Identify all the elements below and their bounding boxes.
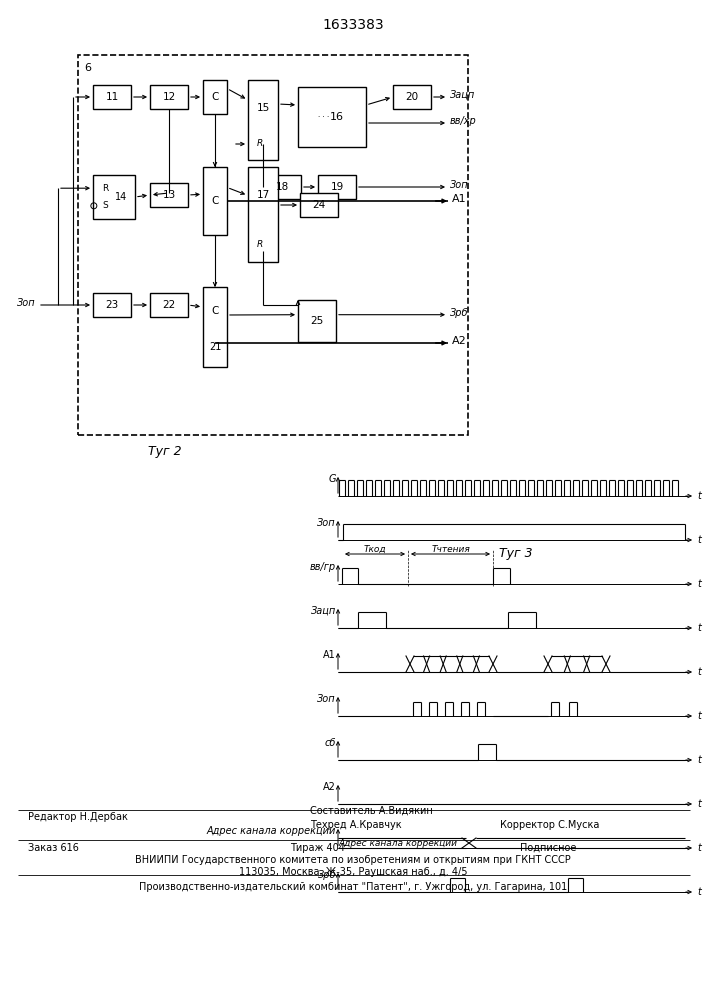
Text: C: C bbox=[211, 306, 218, 316]
Text: R: R bbox=[103, 184, 109, 193]
Text: Адрес канала коррекции: Адрес канала коррекции bbox=[206, 826, 336, 836]
Bar bbox=[203, 167, 227, 235]
Text: Зоп: Зоп bbox=[317, 518, 336, 528]
Text: C: C bbox=[211, 196, 218, 206]
Text: t: t bbox=[697, 623, 701, 633]
Text: А1: А1 bbox=[323, 650, 336, 660]
Text: Техред А.Кравчук: Техред А.Кравчук bbox=[310, 820, 402, 830]
Bar bbox=[203, 80, 227, 114]
Text: ВНИИПИ Государственного комитета по изобретениям и открытиям при ГКНТ СССР: ВНИИПИ Государственного комитета по изоб… bbox=[135, 855, 571, 865]
Bar bbox=[300, 193, 338, 217]
Text: Зоп: Зоп bbox=[18, 298, 36, 308]
Bar bbox=[318, 175, 356, 199]
Text: Адрес канала коррекции: Адрес канала коррекции bbox=[339, 838, 457, 848]
Text: 16: 16 bbox=[330, 112, 344, 122]
Text: t: t bbox=[697, 711, 701, 721]
Text: 13: 13 bbox=[163, 190, 175, 200]
Text: t: t bbox=[697, 579, 701, 589]
Bar bbox=[298, 300, 336, 342]
Text: 21: 21 bbox=[209, 342, 221, 352]
Text: Τуг 3: Τуг 3 bbox=[499, 548, 533, 560]
Text: t: t bbox=[697, 491, 701, 501]
Text: 24: 24 bbox=[312, 200, 326, 210]
Text: 19: 19 bbox=[330, 182, 344, 192]
Text: 6: 6 bbox=[84, 63, 91, 73]
Bar bbox=[298, 87, 366, 147]
Text: Τуг 2: Τуг 2 bbox=[148, 446, 182, 458]
Text: 25: 25 bbox=[310, 316, 324, 326]
Text: 23: 23 bbox=[105, 300, 119, 310]
Bar bbox=[150, 293, 188, 317]
Text: Зрб: Зрб bbox=[317, 870, 336, 880]
Text: C: C bbox=[211, 92, 218, 102]
Text: · · ·: · · · bbox=[318, 114, 329, 120]
Bar bbox=[93, 293, 131, 317]
Text: 12: 12 bbox=[163, 92, 175, 102]
Text: вв/хр: вв/хр bbox=[450, 116, 477, 126]
Text: 22: 22 bbox=[163, 300, 175, 310]
Text: Зацп: Зацп bbox=[311, 606, 336, 616]
Bar bbox=[93, 85, 131, 109]
Text: Составитель А.Видякин: Составитель А.Видякин bbox=[310, 806, 433, 816]
Text: t: t bbox=[697, 755, 701, 765]
Text: А2: А2 bbox=[452, 336, 467, 346]
Text: Зоп: Зоп bbox=[317, 694, 336, 704]
Text: S: S bbox=[103, 201, 108, 210]
Text: t: t bbox=[697, 667, 701, 677]
Text: t: t bbox=[697, 887, 701, 897]
Text: 113035, Москва, Ж-35, Раушская наб., д. 4/5: 113035, Москва, Ж-35, Раушская наб., д. … bbox=[239, 867, 467, 877]
Text: Производственно-издательский комбинат "Патент", г. Ужгород, ул. Гагарина, 101: Производственно-издательский комбинат "П… bbox=[139, 882, 567, 892]
Text: сб: сб bbox=[325, 738, 336, 748]
Text: 17: 17 bbox=[257, 190, 269, 200]
Text: 14: 14 bbox=[115, 192, 128, 202]
Text: Зоп: Зоп bbox=[450, 180, 469, 190]
Text: Заказ 616: Заказ 616 bbox=[28, 843, 79, 853]
Text: вв/гр: вв/гр bbox=[310, 562, 336, 572]
Text: Ткод: Ткод bbox=[363, 544, 386, 554]
Bar bbox=[248, 80, 278, 160]
Text: 18: 18 bbox=[275, 182, 288, 192]
Text: 15: 15 bbox=[257, 103, 269, 113]
Bar bbox=[203, 287, 227, 367]
Bar bbox=[248, 167, 278, 262]
Text: G: G bbox=[329, 474, 336, 484]
Text: R: R bbox=[257, 139, 263, 148]
Text: Зацп: Зацп bbox=[450, 90, 475, 100]
Text: 11: 11 bbox=[105, 92, 119, 102]
Text: Тираж 404: Тираж 404 bbox=[290, 843, 345, 853]
Text: А1: А1 bbox=[452, 194, 467, 204]
Text: Редактор Н.Дербак: Редактор Н.Дербак bbox=[28, 812, 128, 822]
Bar bbox=[150, 183, 188, 207]
Text: t: t bbox=[697, 535, 701, 545]
Text: Тчтения: Тчтения bbox=[431, 544, 470, 554]
Text: А2: А2 bbox=[323, 782, 336, 792]
Bar bbox=[150, 85, 188, 109]
Text: t: t bbox=[697, 843, 701, 853]
Text: Корректор С.Муска: Корректор С.Муска bbox=[500, 820, 600, 830]
Bar bbox=[78, 55, 468, 435]
Text: R: R bbox=[257, 240, 263, 249]
Text: Зрб: Зрб bbox=[450, 308, 469, 318]
Text: 1633383: 1633383 bbox=[322, 18, 384, 32]
Text: Подписное: Подписное bbox=[520, 843, 576, 853]
Bar bbox=[263, 175, 301, 199]
Text: 20: 20 bbox=[405, 92, 419, 102]
Bar bbox=[93, 175, 135, 219]
Bar bbox=[393, 85, 431, 109]
Text: t: t bbox=[697, 799, 701, 809]
